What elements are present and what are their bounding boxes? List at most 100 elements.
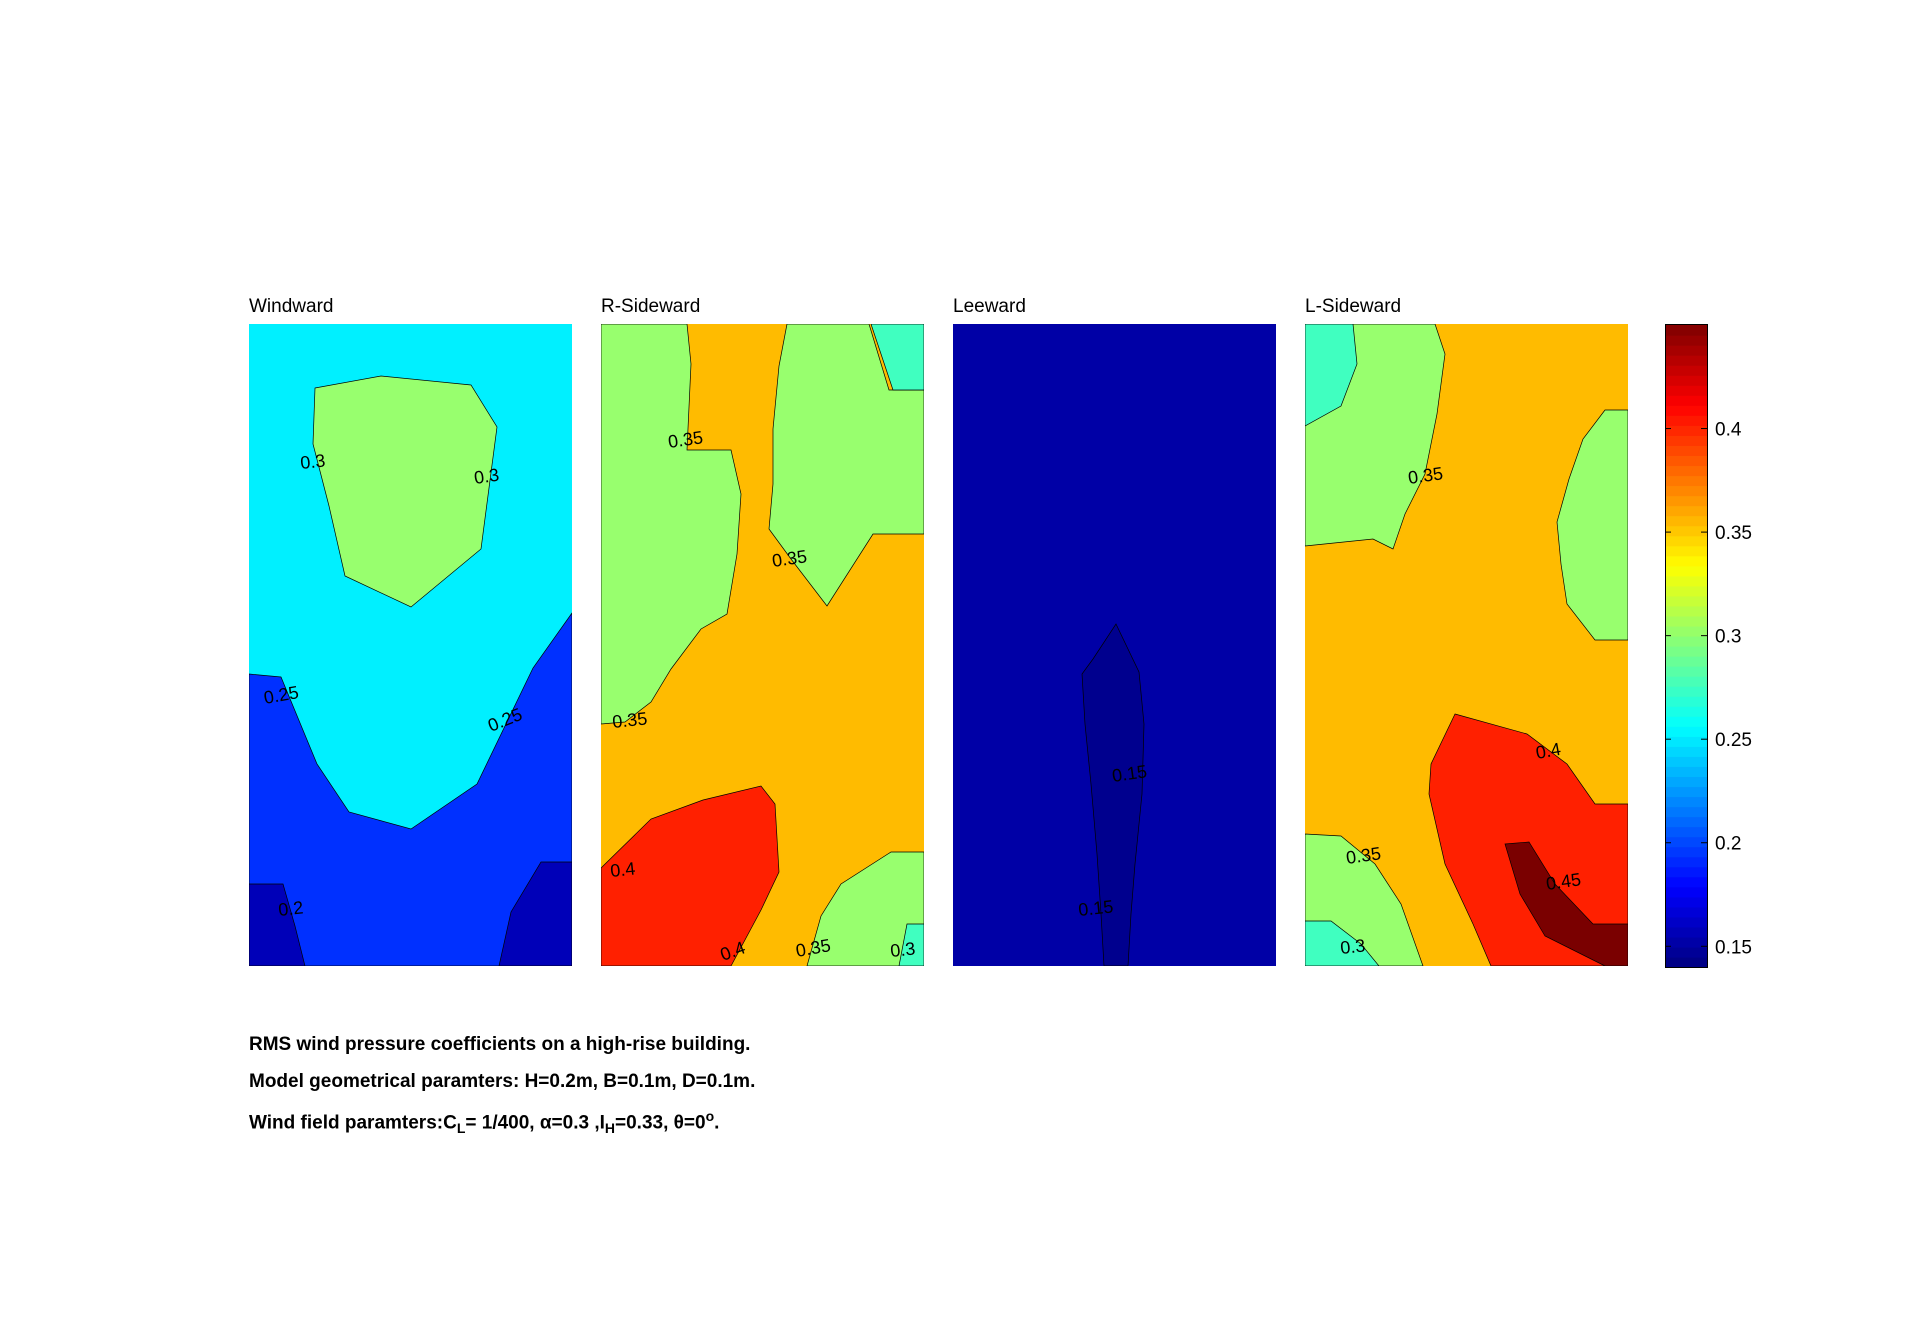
colorbar-band [1666, 625, 1707, 637]
colorbar-tick-label: 0.25 [1715, 730, 1752, 751]
region-dark-blue-left [249, 883, 306, 966]
colorbar-band [1666, 836, 1707, 848]
contour-label: 0.45 [1545, 869, 1582, 894]
region-aqua-bottom-right [898, 923, 924, 966]
colorbar-band [1666, 555, 1707, 567]
colorbar-band [1666, 676, 1707, 687]
colorbar-band [1666, 716, 1707, 727]
colorbar-band [1666, 405, 1707, 416]
colorbar-band [1666, 896, 1707, 908]
colorbar-band [1666, 565, 1707, 577]
r-sideward-contour-panel: 0.35 0.35 0.35 0.4 0.4 0.35 0.3 [601, 324, 924, 966]
contour-label: 0.15 [1111, 761, 1148, 786]
colorbar-band [1666, 445, 1707, 457]
colorbar-band [1666, 796, 1707, 808]
colorbar-band [1666, 375, 1707, 386]
region-dark-red [1504, 841, 1628, 966]
colorbar-band [1666, 575, 1707, 587]
colorbar-band [1666, 435, 1707, 446]
caption-line-3-suffix: . [714, 1112, 720, 1134]
colorbar-band [1666, 425, 1707, 436]
caption-line-2: Model geometrical paramters: H=0.2m, B=0… [249, 1071, 756, 1092]
colorbar-band [1666, 666, 1707, 677]
region-green-right [1556, 409, 1628, 641]
colorbar-band [1666, 916, 1707, 928]
colorbar-band [1666, 455, 1707, 467]
colorbar-band [1666, 706, 1707, 717]
contour-label: 0.3 [1339, 935, 1366, 958]
colorbar-band [1666, 876, 1707, 888]
colorbar-tick-label: 0.2 [1715, 834, 1741, 855]
colorbar-band [1666, 936, 1707, 948]
colorbar-tick-label: 0.4 [1715, 420, 1742, 441]
colorbar-band [1666, 335, 1707, 346]
region-red [1428, 713, 1628, 966]
colorbar-band [1666, 485, 1707, 497]
caption-superscript-o: o [705, 1108, 715, 1124]
contour-label: 0.3 [299, 450, 326, 473]
colorbar-band [1666, 856, 1707, 868]
region-green-left [601, 324, 742, 725]
caption-line-3-prefix: Wind field paramters:C [249, 1112, 457, 1134]
colorbar-band [1666, 595, 1707, 607]
colorbar-band [1666, 926, 1707, 938]
colorbar-band [1666, 465, 1707, 477]
colorbar-band [1666, 866, 1707, 878]
colorbar-band [1666, 605, 1707, 617]
colorbar-band [1666, 766, 1707, 778]
region-dark-blue-right [498, 861, 572, 966]
colorbar-frame [1665, 324, 1708, 968]
colorbar-band [1666, 415, 1707, 426]
panel-title-r-sideward: R-Sideward [601, 296, 701, 317]
panel-title-leeward: Leeward [953, 296, 1026, 317]
windward-contour-panel: 0.3 0.3 0.25 0.25 0.2 [249, 324, 572, 966]
contour-label: 0.4 [609, 858, 636, 881]
colorbar-band [1666, 736, 1707, 747]
l-sideward-contour-panel: 0.35 0.4 0.35 0.45 0.3 [1305, 324, 1628, 966]
colorbar-band [1666, 946, 1707, 958]
colorbar-band [1666, 786, 1707, 798]
colorbar-band [1666, 635, 1707, 647]
colorbar-axis: 0.15 0.2 0.25 0.3 0.35 0.4 [1665, 420, 1752, 958]
colorbar-band [1666, 325, 1707, 336]
colorbar-band [1666, 746, 1707, 757]
colorbar-band [1666, 515, 1707, 527]
region-navy [1081, 623, 1145, 966]
colorbar-band [1666, 726, 1707, 737]
colorbar-band [1666, 385, 1707, 396]
colorbar-band [1666, 395, 1707, 406]
contour-label: 0.3 [889, 938, 916, 961]
colorbar-band [1666, 365, 1707, 376]
caption-line-3-part3: =0.33, θ=0 [615, 1112, 706, 1134]
region-green-right [768, 324, 924, 607]
contour-label: 0.15 [1077, 896, 1114, 920]
leeward-contour-panel: 0.15 0.15 [953, 324, 1276, 966]
colorbar-band [1666, 806, 1707, 818]
caption-subscript-h: H [604, 1120, 616, 1137]
colorbar-band [1666, 956, 1707, 968]
colorbar-band [1666, 615, 1707, 627]
region-green [312, 375, 498, 608]
colorbar-band [1666, 826, 1707, 838]
contour-label: 0.3 [473, 465, 501, 488]
region-green-bottom-right [806, 851, 924, 966]
colorbar-band [1666, 525, 1707, 537]
panel-title-l-sideward: L-Sideward [1305, 296, 1402, 317]
contour-label: 0.35 [1345, 843, 1382, 868]
colorbar-band [1666, 686, 1707, 697]
colorbar-band [1666, 355, 1707, 366]
contour-label: 0.4 [1534, 739, 1562, 763]
colorbar-tick-label: 0.35 [1715, 523, 1752, 544]
caption-line-1: RMS wind pressure coefficients on a high… [249, 1034, 751, 1055]
colorbar-band [1666, 656, 1707, 667]
colorbar-band [1666, 906, 1707, 918]
colorbar-band [1666, 846, 1707, 858]
caption-line-3-part2: = 1/400, α=0.3 ,I [465, 1112, 605, 1134]
colorbar-band [1666, 535, 1707, 547]
colorbar-band [1666, 475, 1707, 487]
panel-title-windward: Windward [249, 296, 334, 317]
colorbar-band [1666, 756, 1707, 767]
colorbar-band [1666, 505, 1707, 517]
region-aqua-bottom-left [1305, 920, 1380, 966]
colorbar-band [1666, 816, 1707, 828]
